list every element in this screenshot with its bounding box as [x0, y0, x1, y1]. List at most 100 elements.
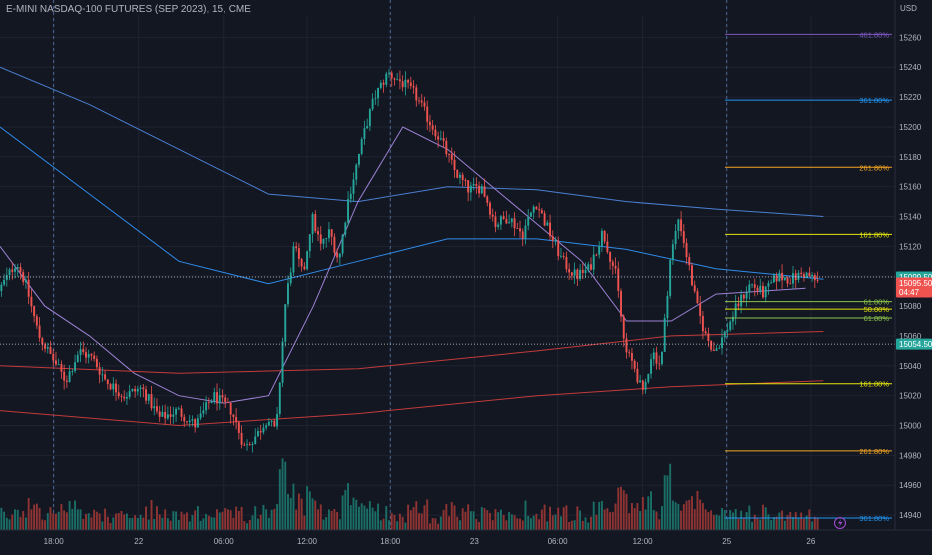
volume-bar — [74, 500, 77, 530]
candle-body — [499, 216, 502, 225]
candle-body — [145, 389, 147, 401]
volume-bar — [101, 521, 104, 530]
price-tick-label: 15220 — [899, 93, 922, 102]
volume-bar — [243, 521, 246, 530]
candle-body — [396, 79, 399, 81]
volume-bar — [16, 509, 19, 530]
candle-body — [595, 254, 598, 256]
candle-body — [516, 228, 519, 229]
volume-bar — [71, 508, 74, 530]
volume-bar — [202, 518, 205, 530]
price-axis-panel[interactable] — [895, 0, 932, 530]
candle-body — [721, 337, 723, 349]
candle-body — [55, 360, 57, 365]
fib-level-label: 461.80% — [859, 30, 889, 39]
candle-body — [76, 355, 79, 363]
volume-bar — [259, 514, 262, 530]
candle-body — [775, 275, 778, 282]
volume-bar — [767, 514, 770, 530]
candle-body — [551, 236, 554, 241]
candle-body — [93, 355, 96, 359]
volume-bar — [581, 520, 584, 530]
volume-bar — [87, 513, 90, 530]
lightning-icon[interactable] — [834, 517, 846, 529]
volume-bar — [611, 511, 614, 530]
volume-bar — [14, 509, 16, 530]
price-tick-label: 14960 — [899, 481, 922, 490]
price-label-countdown: 04:47 — [899, 288, 920, 297]
candle-body — [85, 352, 87, 358]
candle-body — [808, 272, 811, 277]
candle-body — [314, 214, 317, 232]
volume-bar — [314, 500, 317, 530]
volume-bar — [483, 508, 486, 530]
candle-body — [573, 269, 576, 276]
candle-body — [469, 185, 472, 193]
volume-bar — [164, 509, 167, 530]
candle-body — [382, 82, 385, 85]
volume-bar — [44, 520, 46, 530]
candle-body — [57, 364, 60, 365]
candle-body — [308, 234, 311, 252]
candle-body — [22, 272, 25, 283]
candle-body — [166, 414, 169, 419]
volume-bar — [257, 518, 259, 530]
candle-body — [156, 406, 158, 412]
volume-bar — [721, 508, 723, 530]
candle-body — [428, 121, 431, 126]
candle-body — [786, 277, 789, 284]
candle-body — [789, 283, 792, 285]
candle-body — [751, 284, 754, 286]
volume-bar — [617, 487, 620, 530]
candle-body — [16, 266, 19, 269]
candle-body — [169, 414, 172, 417]
volume-bar — [813, 516, 816, 530]
candle-body — [811, 274, 814, 277]
volume-bar — [647, 496, 650, 530]
volume-bar — [27, 497, 30, 530]
price-tick-label: 15020 — [899, 392, 922, 401]
candle-body — [404, 79, 407, 88]
volume-bar — [177, 519, 180, 530]
candle-body — [278, 382, 281, 414]
candle-body — [246, 444, 248, 446]
volume-bar — [508, 512, 511, 530]
candle-body — [74, 362, 77, 372]
volume-bar — [374, 511, 377, 530]
volume-bar — [669, 463, 672, 530]
candle-body — [682, 231, 685, 243]
time-axis-panel[interactable] — [0, 530, 932, 550]
candle-body — [489, 202, 491, 215]
candle-body — [562, 255, 565, 257]
volume-bar — [680, 510, 683, 530]
volume-bar — [472, 511, 475, 530]
candle-body — [710, 340, 713, 350]
candle-body — [609, 251, 612, 262]
candle-body — [186, 421, 188, 423]
time-tick-label: 06:00 — [214, 537, 235, 546]
candle-body — [265, 425, 268, 428]
volume-bar — [816, 517, 819, 530]
candle-body — [134, 388, 137, 392]
volume-bar — [794, 512, 797, 530]
candle-body — [319, 234, 322, 244]
volume-bar — [475, 519, 478, 530]
candle-body — [164, 412, 167, 419]
candle-body — [680, 219, 683, 232]
volume-bar — [625, 493, 628, 530]
volume-bar — [633, 508, 636, 530]
volume-bar — [439, 516, 442, 530]
volume-bar — [289, 497, 292, 530]
candle-body — [671, 244, 674, 261]
volume-bar — [327, 509, 330, 530]
candle-body — [431, 125, 434, 130]
candle-body — [759, 285, 762, 291]
candle-body — [543, 213, 546, 226]
candle-body — [14, 268, 16, 272]
candle-body — [797, 272, 800, 281]
volume-bar — [786, 515, 789, 530]
candle-body — [0, 284, 3, 292]
volume-bar — [0, 507, 3, 530]
